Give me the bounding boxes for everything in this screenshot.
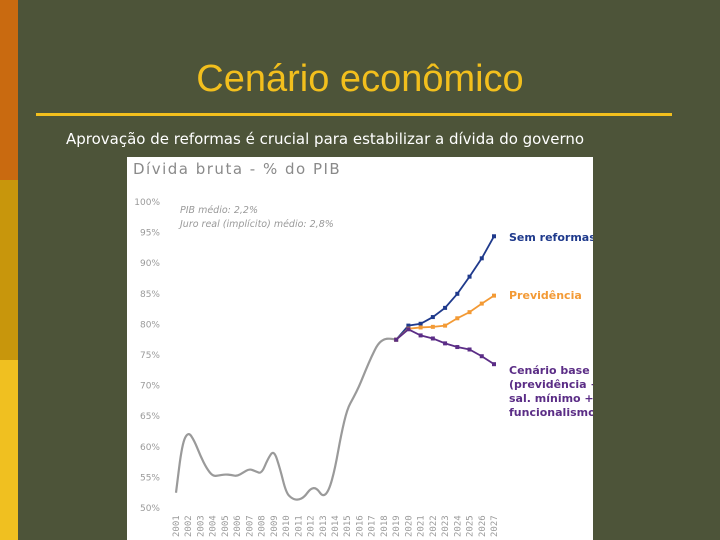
y-tick-label: 55% [140, 473, 160, 483]
x-tick-label: 2002 [184, 515, 194, 537]
series-point-1 [455, 316, 460, 321]
title-underline [36, 113, 672, 116]
x-tick-label: 2024 [453, 515, 463, 537]
x-tick-label: 2025 [466, 515, 476, 537]
x-tick-label: 2014 [331, 515, 341, 537]
series-line-1 [395, 294, 495, 341]
historical-debt-line [174, 337, 397, 501]
series-label-2: Cenário base (previdência + sal. mínimo + f… [509, 364, 593, 419]
x-tick-label: 2012 [307, 515, 317, 537]
series-point-2 [455, 345, 460, 350]
x-tick-label: 2004 [209, 515, 219, 537]
series-point-2 [418, 333, 423, 338]
series-point-2 [443, 341, 448, 346]
series-point-1 [430, 324, 435, 329]
series-label-line: Previdência [509, 289, 582, 302]
x-tick-label: 2013 [319, 515, 329, 537]
y-tick-label: 50% [140, 504, 160, 514]
series-label-line: Sem reformas [509, 231, 593, 244]
x-tick-label: 2023 [441, 515, 451, 537]
series-point-0 [430, 315, 435, 320]
decor-bar-orange [0, 0, 18, 180]
series-point-2 [479, 354, 484, 359]
slide-subtitle: Aprovação de reformas é crucial para est… [66, 130, 585, 148]
y-tick-label: 80% [140, 320, 160, 330]
series-point-2 [492, 362, 496, 367]
y-tick-label: 60% [140, 443, 160, 453]
series-label-1: Previdência [509, 289, 582, 302]
x-tick-label: 2005 [221, 515, 231, 537]
series-point-2 [406, 327, 411, 332]
x-tick-label: 2018 [380, 515, 390, 537]
x-tick-label: 2026 [478, 515, 488, 537]
chart-canvas: Dívida bruta - % do PIB PIB médio: 2,2% … [133, 160, 593, 537]
y-tick-label: 95% [140, 229, 160, 239]
series-point-0 [443, 305, 448, 310]
series-point-1 [467, 310, 472, 315]
x-tick-label: 2008 [258, 515, 268, 537]
x-tick-label: 2017 [368, 515, 378, 537]
slide-title: Cenário econômico [196, 58, 524, 100]
series-point-2 [430, 336, 435, 341]
y-tick-label: 65% [140, 412, 160, 422]
chart-note-gdp: PIB médio: 2,2% [180, 205, 258, 216]
y-tick-label: 75% [140, 351, 160, 361]
x-tick-label: 2019 [392, 515, 402, 537]
x-axis: 2001 2002 2003 2004 2005 2006 2007 2008 2009 2010… [172, 515, 500, 537]
series-point-1 [492, 293, 496, 298]
series-point-0 [455, 291, 460, 296]
series-point-1 [443, 323, 448, 328]
series-point-0 [479, 256, 484, 261]
series-point-0 [467, 274, 472, 279]
y-axis: 50% 55% 60% 65% 70% 75% 80% 85% 90% 95% 100% [134, 198, 160, 514]
series-point-2 [467, 347, 472, 352]
decor-bar-amber [0, 180, 18, 360]
y-tick-label: 85% [140, 290, 160, 300]
x-tick-label: 2020 [404, 515, 414, 537]
x-tick-label: 2006 [233, 515, 243, 537]
series-label-line: funcionalismo) [509, 406, 593, 419]
series-point-0 [418, 321, 423, 326]
series-point-2 [394, 337, 399, 342]
series-point-1 [479, 301, 484, 306]
y-tick-label: 90% [140, 259, 160, 269]
y-tick-label: 70% [140, 382, 160, 392]
series-point-0 [492, 234, 496, 239]
decor-bar-yellow [0, 360, 18, 540]
x-tick-label: 2016 [355, 515, 365, 537]
x-tick-label: 2015 [343, 515, 353, 537]
x-tick-label: 2011 [294, 515, 304, 537]
series-point-1 [418, 325, 423, 330]
x-tick-label: 2003 [196, 515, 206, 537]
x-tick-label: 2022 [429, 515, 439, 537]
series-label-line: Cenário base [509, 364, 590, 377]
chart-note-interest: Juro real (implícito) médio: 2,8% [178, 219, 334, 230]
x-tick-label: 2007 [245, 515, 255, 537]
debt-chart: Dívida bruta - % do PIB PIB médio: 2,2% … [127, 157, 593, 540]
series-label-line: (previdência + [509, 378, 593, 391]
x-tick-label: 2021 [417, 515, 427, 537]
series-line-2 [395, 328, 495, 365]
series-label-0: Sem reformas [509, 231, 593, 244]
series-point-0 [406, 323, 411, 328]
x-tick-label: 2009 [270, 515, 280, 537]
x-tick-label: 2027 [490, 515, 500, 537]
y-tick-label: 100% [134, 198, 160, 208]
x-tick-label: 2001 [172, 515, 182, 537]
series-labels: Sem reformas Previdência Cenário base (prev… [509, 231, 593, 419]
x-tick-label: 2010 [282, 515, 292, 537]
series-lines [174, 234, 496, 501]
chart-title: Dívida bruta - % do PIB [133, 160, 341, 178]
series-label-line: sal. mínimo + [509, 392, 593, 405]
